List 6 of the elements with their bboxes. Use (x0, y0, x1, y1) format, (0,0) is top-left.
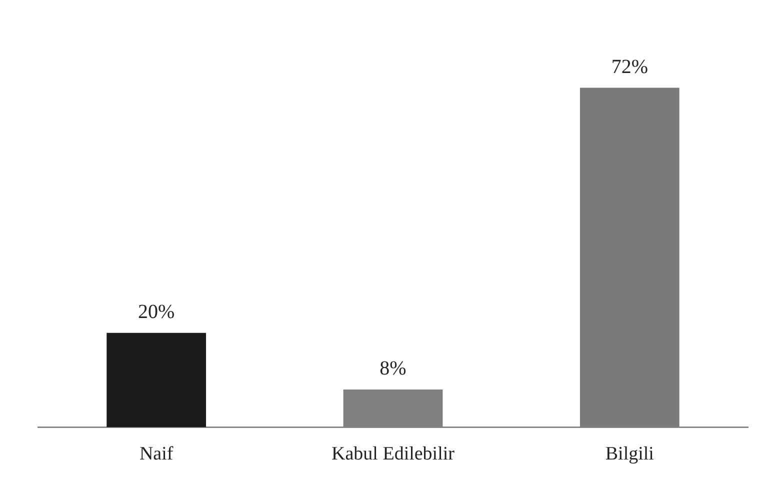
data-label: 72% (611, 56, 648, 78)
data-label: 20% (138, 301, 175, 324)
x-tick-label: Kabul Edilebilir (332, 444, 456, 465)
data-label: 8% (380, 358, 406, 380)
x-tick-label: Bilgili (605, 444, 654, 465)
x-tick-label: Naif (139, 444, 174, 465)
